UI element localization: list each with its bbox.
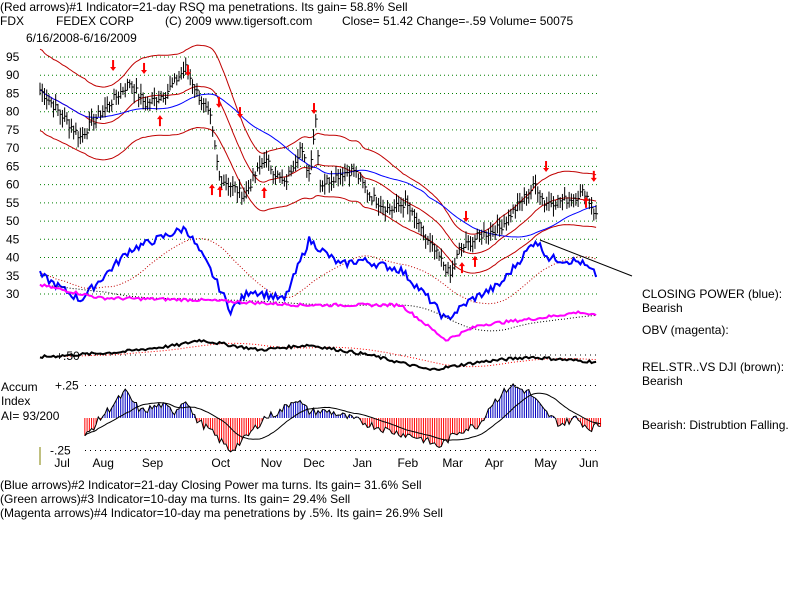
obv-ma-line bbox=[39, 284, 597, 332]
quote-info: Close= 51.42 Change=-.59 Volume= 50075 bbox=[342, 14, 574, 28]
y-tick-label: 30 bbox=[6, 287, 20, 301]
arrow-up-head bbox=[217, 185, 224, 190]
x-tick-label: Sep bbox=[142, 456, 164, 470]
x-tick-label: Feb bbox=[397, 456, 418, 470]
x-tick-label: Apr bbox=[485, 456, 504, 470]
arrow-down-head bbox=[590, 177, 597, 182]
arrow-up-head bbox=[582, 196, 589, 201]
arrow-down-head bbox=[110, 67, 117, 72]
y-tick-label: 85 bbox=[6, 86, 20, 100]
arrow-down-head bbox=[141, 69, 148, 74]
arrow-down-head bbox=[543, 168, 550, 173]
ticker: FDX bbox=[0, 14, 24, 28]
indicator-4-text: (Magenta arrows)#4 Indicator=10-day ma p… bbox=[0, 506, 443, 520]
indicator-3-text: (Green arrows)#3 Indicator=10-day ma tur… bbox=[0, 492, 351, 506]
x-tick-label: Jun bbox=[579, 456, 598, 470]
obv-title: OBV (magenta): bbox=[642, 323, 729, 337]
arrow-up-head bbox=[471, 255, 478, 260]
arrow-up-head bbox=[208, 184, 215, 189]
x-tick-label: Jul bbox=[54, 456, 69, 470]
x-tick-label: Nov bbox=[261, 456, 282, 470]
copyright: (C) 2009 www.tigersoft.com bbox=[165, 14, 313, 28]
y-tick-label: 60 bbox=[6, 178, 20, 192]
arrow-up-head bbox=[156, 115, 163, 120]
date-range: 6/16/2008-6/16/2009 bbox=[26, 31, 137, 45]
accum-label-1: Accum bbox=[1, 380, 38, 394]
y-tick-label: 45 bbox=[6, 232, 20, 246]
rs-title: REL.STR..VS DJI (brown): bbox=[642, 360, 785, 374]
accum-tick-label: +.25 bbox=[55, 379, 79, 393]
x-tick-label: Dec bbox=[303, 456, 324, 470]
ai-value: Bearish: Distrubtion Falling. bbox=[642, 418, 789, 432]
y-tick-label: 65 bbox=[6, 159, 20, 173]
y-tick-label: 55 bbox=[6, 196, 20, 210]
indicator-1-text: (Red arrows)#1 Indicator=21-day RSQ ma p… bbox=[0, 0, 408, 14]
x-tick-label: Aug bbox=[93, 456, 114, 470]
arrow-down-head bbox=[215, 103, 222, 108]
rs-tick-label: +.50 bbox=[56, 349, 80, 363]
rel-str-line bbox=[39, 338, 597, 372]
y-tick-label: 40 bbox=[6, 251, 20, 265]
accum-tick-label: -.25 bbox=[50, 444, 71, 458]
arrow-down-head bbox=[237, 114, 243, 119]
rs-value: Bearish bbox=[642, 374, 683, 388]
cp-title: CLOSING POWER (blue): bbox=[642, 287, 783, 301]
x-tick-label: May bbox=[534, 456, 557, 470]
closing-power-line bbox=[39, 225, 598, 321]
y-tick-label: 90 bbox=[6, 68, 20, 82]
accum-label-2: Index bbox=[1, 394, 31, 408]
arrow-down-head bbox=[463, 217, 470, 222]
cp-ma-line bbox=[39, 238, 597, 305]
x-tick-label: Mar bbox=[442, 456, 463, 470]
x-tick-label: Jan bbox=[353, 456, 372, 470]
x-tick-label: Oct bbox=[211, 456, 230, 470]
ma50-line bbox=[39, 89, 597, 238]
upper-band-line bbox=[39, 44, 597, 235]
company-name: FEDEX CORP bbox=[56, 14, 135, 28]
obv-line bbox=[39, 283, 597, 342]
y-tick-label: 95 bbox=[6, 50, 20, 64]
arrow-up-head bbox=[261, 186, 268, 191]
y-tick-label: 75 bbox=[6, 123, 20, 137]
accum-line bbox=[84, 383, 601, 453]
lower-band-line bbox=[39, 126, 597, 274]
arrow-up-head bbox=[458, 262, 465, 267]
y-tick-label: 70 bbox=[6, 141, 20, 155]
accum-ma-line bbox=[84, 392, 601, 441]
cp-value: Bearish bbox=[642, 301, 683, 315]
y-tick-label: 35 bbox=[6, 269, 20, 283]
accum-label-3: AI= 93/200 bbox=[1, 409, 60, 423]
arrow-down-head bbox=[310, 110, 317, 115]
cp-pointer-line bbox=[539, 239, 633, 277]
y-tick-label: 50 bbox=[6, 214, 20, 228]
indicator-2-text: (Blue arrows)#2 Indicator=21-day Closing… bbox=[0, 478, 422, 492]
y-tick-label: 80 bbox=[6, 105, 20, 119]
arrow-down-head bbox=[184, 72, 191, 77]
